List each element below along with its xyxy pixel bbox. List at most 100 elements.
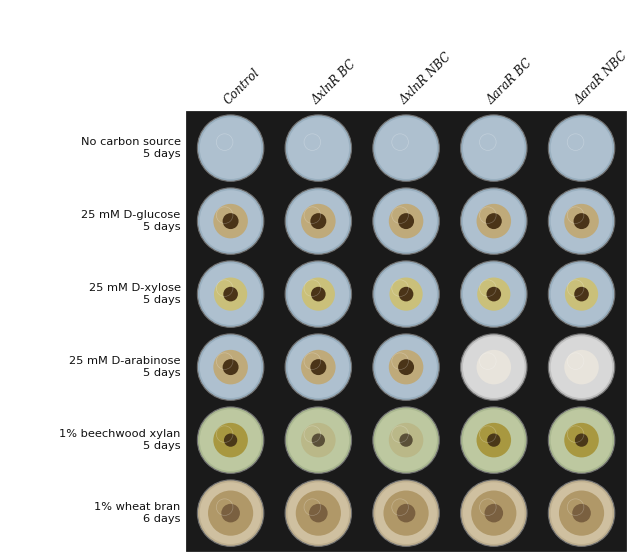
Circle shape — [463, 190, 525, 252]
Circle shape — [548, 188, 615, 254]
Circle shape — [285, 261, 351, 328]
Circle shape — [548, 480, 615, 546]
Circle shape — [197, 334, 264, 400]
Circle shape — [463, 409, 525, 471]
Circle shape — [208, 490, 253, 536]
Text: ΔxlnR NBC: ΔxlnR NBC — [397, 51, 454, 108]
Circle shape — [565, 277, 598, 311]
Circle shape — [548, 334, 615, 400]
Circle shape — [222, 504, 240, 522]
Circle shape — [375, 336, 437, 398]
Circle shape — [398, 213, 414, 229]
Circle shape — [213, 423, 248, 458]
Circle shape — [199, 263, 261, 325]
Circle shape — [548, 407, 615, 473]
Text: No carbon source
5 days: No carbon source 5 days — [81, 137, 181, 159]
Circle shape — [548, 261, 615, 328]
Circle shape — [461, 407, 527, 473]
Circle shape — [199, 409, 261, 471]
Text: 25 mM D-xylose
5 days: 25 mM D-xylose 5 days — [89, 283, 181, 305]
Circle shape — [213, 350, 248, 384]
Text: Control: Control — [222, 66, 263, 108]
Circle shape — [287, 336, 349, 398]
Circle shape — [471, 490, 517, 536]
Circle shape — [461, 480, 527, 546]
Circle shape — [199, 117, 261, 179]
Circle shape — [574, 287, 589, 301]
Circle shape — [461, 115, 527, 181]
Text: 1% wheat bran
6 days: 1% wheat bran 6 days — [94, 502, 181, 524]
Circle shape — [309, 504, 328, 522]
Circle shape — [285, 115, 351, 181]
Circle shape — [575, 434, 588, 447]
Circle shape — [375, 263, 437, 325]
Circle shape — [373, 188, 439, 254]
Circle shape — [285, 407, 351, 473]
Circle shape — [375, 482, 437, 544]
Circle shape — [389, 277, 423, 311]
Circle shape — [373, 261, 439, 328]
Circle shape — [375, 409, 437, 471]
Circle shape — [285, 480, 351, 546]
Circle shape — [477, 423, 511, 458]
Circle shape — [398, 359, 414, 375]
Circle shape — [484, 504, 503, 522]
Circle shape — [302, 277, 335, 311]
Circle shape — [224, 434, 237, 447]
Circle shape — [573, 213, 589, 229]
Text: ΔaraR BC: ΔaraR BC — [485, 57, 536, 108]
Circle shape — [373, 480, 439, 546]
Circle shape — [461, 188, 527, 254]
Circle shape — [564, 204, 599, 238]
Circle shape — [463, 263, 525, 325]
Circle shape — [310, 213, 326, 229]
Circle shape — [399, 434, 413, 447]
Circle shape — [213, 204, 248, 238]
Circle shape — [572, 504, 591, 522]
Circle shape — [397, 504, 415, 522]
Circle shape — [311, 434, 325, 447]
Circle shape — [375, 190, 437, 252]
Circle shape — [223, 287, 238, 301]
Circle shape — [373, 334, 439, 400]
Circle shape — [214, 277, 248, 311]
Circle shape — [285, 188, 351, 254]
Circle shape — [463, 336, 525, 398]
Circle shape — [389, 423, 423, 458]
Text: 25 mM D-arabinose
5 days: 25 mM D-arabinose 5 days — [69, 357, 181, 378]
Text: 1% beechwood xylan
5 days: 1% beechwood xylan 5 days — [60, 429, 181, 451]
Circle shape — [197, 261, 264, 328]
Circle shape — [287, 409, 349, 471]
Circle shape — [551, 482, 613, 544]
Circle shape — [199, 482, 261, 544]
Circle shape — [301, 350, 335, 384]
Circle shape — [310, 359, 326, 375]
Circle shape — [197, 115, 264, 181]
Circle shape — [551, 117, 613, 179]
Circle shape — [564, 350, 599, 384]
Circle shape — [477, 277, 510, 311]
Circle shape — [551, 263, 613, 325]
Circle shape — [197, 188, 264, 254]
Circle shape — [301, 423, 335, 458]
Circle shape — [287, 190, 349, 252]
Circle shape — [285, 334, 351, 400]
Circle shape — [486, 213, 502, 229]
Circle shape — [389, 350, 423, 384]
Bar — [187, 112, 625, 550]
Text: 25 mM D-glucose
5 days: 25 mM D-glucose 5 days — [82, 210, 181, 232]
Circle shape — [373, 115, 439, 181]
Circle shape — [551, 409, 613, 471]
Circle shape — [461, 261, 527, 328]
Circle shape — [223, 359, 239, 375]
Circle shape — [463, 482, 525, 544]
Circle shape — [197, 480, 264, 546]
Circle shape — [487, 287, 501, 301]
Circle shape — [287, 117, 349, 179]
Circle shape — [223, 213, 239, 229]
Circle shape — [287, 263, 349, 325]
Circle shape — [399, 287, 413, 301]
Circle shape — [287, 482, 349, 544]
Circle shape — [301, 204, 335, 238]
Circle shape — [311, 287, 325, 301]
